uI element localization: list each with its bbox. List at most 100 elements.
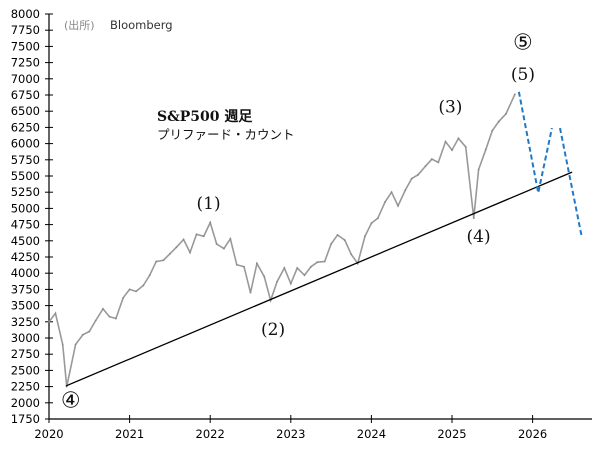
y-tick-label: 4000 [11, 266, 40, 280]
wave-label: (2) [261, 320, 285, 340]
price-point [417, 173, 420, 176]
price-point [350, 253, 353, 256]
price-point [330, 243, 332, 245]
price-point [169, 252, 171, 255]
price-point [283, 267, 286, 269]
price-point [182, 238, 185, 241]
price-point [464, 145, 467, 148]
y-tick-label: 1750 [11, 412, 40, 426]
price-point [256, 262, 258, 265]
price-point [114, 317, 117, 320]
wave-label: (4) [467, 227, 491, 247]
y-tick-label: 7750 [11, 23, 40, 37]
price-point [189, 251, 191, 254]
y-tick-label: 7500 [11, 39, 40, 53]
y-tick-label: 6000 [11, 137, 40, 151]
x-tick-label: 2025 [437, 427, 466, 441]
price-point [513, 93, 516, 96]
price-point [243, 265, 245, 268]
y-tick-label: 3750 [11, 282, 40, 296]
price-point [229, 237, 232, 240]
y-tick-label: 2250 [11, 380, 40, 394]
trendline [65, 171, 573, 387]
y-tick-label: 5000 [11, 201, 40, 215]
price-point [61, 343, 64, 346]
price-point [444, 140, 447, 143]
price-point [336, 234, 339, 236]
price-point [142, 284, 145, 287]
price-point [202, 235, 205, 238]
price-point [249, 291, 252, 294]
price-point [94, 319, 97, 322]
y-tick-label: 6500 [11, 104, 40, 118]
price-point [122, 296, 125, 299]
price-point [108, 315, 111, 318]
x-tick-label: 2023 [276, 427, 305, 441]
forecast-dashed-line [517, 91, 553, 194]
price-point [303, 274, 306, 277]
price-point [410, 177, 413, 180]
price-point [223, 247, 225, 250]
y-tick-label: 3500 [11, 299, 40, 313]
x-axis: 2020 2021 2022 2023 2024 2025 2026 [34, 415, 592, 441]
price-point [81, 333, 84, 336]
price-point [310, 265, 312, 268]
x-tick-label: 2026 [518, 427, 547, 441]
y-tick-label: 4750 [11, 218, 40, 232]
price-point [128, 288, 131, 291]
price-point [477, 168, 480, 171]
y-tick-label: 4250 [11, 250, 40, 264]
price-point [48, 320, 50, 323]
series-layer [48, 91, 583, 388]
price-point [195, 233, 198, 236]
price-point [364, 235, 366, 238]
price-point [155, 260, 158, 263]
price-point [472, 217, 475, 220]
price-line [48, 94, 516, 387]
price-point [437, 161, 440, 164]
price-point [457, 137, 460, 140]
y-tick-label: 5250 [11, 185, 40, 199]
y-tick-label: 2750 [11, 347, 40, 361]
price-point [74, 343, 77, 346]
price-point [162, 259, 165, 262]
y-tick-label: 8000 [11, 7, 40, 21]
price-point [370, 222, 373, 225]
y-axis: 1750 2000 2250 2500 2750 3000 3250 3500 3750 4000… [11, 7, 53, 426]
wave-label: (3) [438, 97, 462, 117]
price-point [54, 312, 57, 315]
y-tick-label: 5750 [11, 153, 40, 167]
wave-label: (1) [197, 194, 221, 214]
price-point [289, 282, 292, 285]
y-tick-label: 7250 [11, 56, 40, 70]
y-tick-label: 6750 [11, 88, 40, 102]
x-tick-label: 2024 [357, 427, 386, 441]
price-point [451, 149, 453, 151]
y-tick-label: 7000 [11, 72, 40, 86]
price-point [376, 217, 379, 220]
price-point [88, 330, 91, 333]
price-point [215, 243, 218, 245]
price-point [390, 191, 393, 194]
price-point [491, 129, 494, 132]
chart-title: S&P500 週足 [157, 109, 253, 125]
price-point [235, 263, 238, 266]
price-point [397, 204, 399, 207]
wave-label: (5) [511, 65, 535, 85]
price-point [424, 165, 427, 168]
price-point [343, 239, 346, 242]
price-point [384, 201, 387, 203]
chart-subtitle: プリファード・カウント [157, 127, 295, 142]
price-point [135, 290, 137, 293]
wave-label: ④ [61, 388, 81, 413]
source: Bloomberg [110, 18, 173, 32]
y-tick-label: 3000 [11, 331, 40, 345]
y-tick-label: 4500 [11, 234, 40, 248]
price-point [497, 120, 500, 123]
price-point [276, 280, 278, 283]
x-tick-label: 2022 [196, 427, 225, 441]
source-label: (出所) [64, 18, 95, 32]
price-point [404, 189, 407, 192]
